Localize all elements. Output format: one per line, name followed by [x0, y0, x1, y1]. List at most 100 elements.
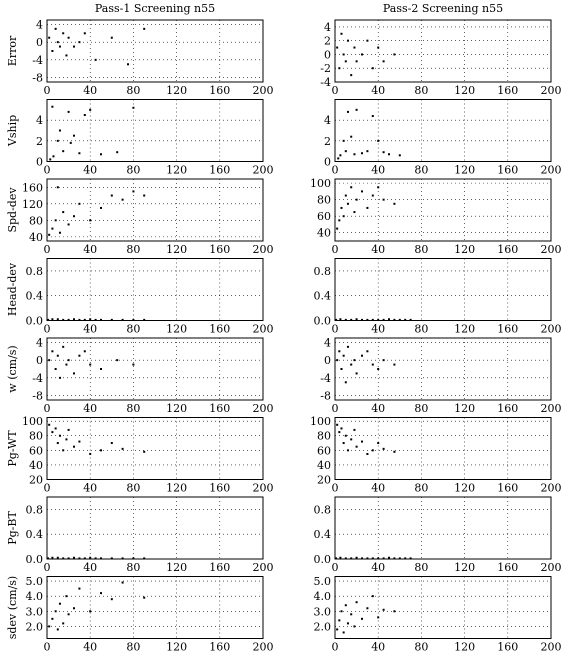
x-tick-label: 80 — [414, 561, 428, 574]
plot-frame — [334, 576, 552, 639]
y-tick-label: 40 — [29, 459, 43, 472]
x-tick-label: 160 — [497, 243, 518, 256]
y-tick-label: 3.0 — [26, 605, 44, 618]
point — [78, 354, 81, 357]
x-tick-label: 80 — [414, 402, 428, 415]
y-tick-label: 0 — [324, 156, 331, 169]
y-tick-label: 60 — [317, 444, 331, 457]
point — [340, 32, 343, 35]
point — [143, 194, 146, 197]
point — [121, 557, 124, 560]
plot-frame — [46, 258, 264, 321]
point — [89, 363, 92, 366]
y-axis-label: Pg-WT — [6, 430, 19, 467]
point — [366, 318, 369, 321]
x-tick-label: 160 — [497, 482, 518, 495]
point — [344, 60, 347, 63]
point — [366, 350, 369, 353]
point — [361, 318, 363, 321]
point — [78, 557, 81, 560]
x-tick-label: 120 — [454, 164, 475, 177]
plot-frame — [334, 496, 552, 560]
x-tick-label: 120 — [454, 243, 475, 256]
point — [73, 45, 75, 48]
x-tick-label: 120 — [454, 84, 475, 97]
x-tick-label: 40 — [83, 641, 97, 654]
x-tick-label: 0 — [332, 561, 339, 574]
y-tick-label: 4 — [36, 114, 43, 127]
point — [388, 318, 390, 321]
x-tick-label: 160 — [209, 243, 230, 256]
y-tick-label: 2.0 — [314, 620, 332, 633]
x-tick-label: 160 — [497, 84, 518, 97]
y-tick-label: 0.0 — [26, 315, 44, 328]
y-tick-label: 60 — [29, 444, 43, 457]
y-tick-label: 100 — [310, 177, 331, 190]
x-tick-label: 40 — [371, 164, 385, 177]
point — [83, 350, 86, 353]
point — [398, 318, 401, 321]
x-tick-label: 80 — [126, 641, 140, 654]
x-tick-label: 160 — [497, 164, 518, 177]
x-tick-label: 160 — [209, 402, 230, 415]
point — [54, 219, 57, 222]
point — [89, 318, 92, 321]
point — [377, 557, 380, 560]
point — [350, 318, 353, 321]
point — [89, 108, 92, 111]
point — [393, 610, 396, 613]
point — [355, 445, 358, 448]
x-tick-label: 160 — [209, 164, 230, 177]
point — [353, 211, 356, 214]
point — [121, 318, 124, 321]
point — [398, 557, 401, 560]
point — [51, 617, 54, 620]
point — [404, 557, 407, 560]
x-tick-label: 80 — [126, 482, 140, 495]
point — [393, 318, 396, 321]
y-tick-label: 0.0 — [314, 553, 332, 566]
point — [339, 556, 342, 559]
point — [48, 423, 51, 426]
point — [54, 368, 57, 370]
y-tick-label: 100 — [22, 415, 43, 428]
point — [344, 318, 347, 321]
point — [62, 345, 65, 348]
x-tick-label: 40 — [83, 402, 97, 415]
x-tick-label: 80 — [126, 323, 140, 336]
point — [393, 363, 396, 366]
y-tick-label: 20 — [317, 474, 331, 487]
plot-frame — [334, 258, 552, 321]
y-tick-label: 0.4 — [26, 290, 44, 303]
point — [344, 194, 347, 197]
point — [353, 153, 356, 156]
y-tick-label: 5.0 — [314, 575, 332, 588]
x-tick-label: 120 — [166, 84, 187, 97]
point — [377, 442, 380, 445]
x-tick-label: 0 — [44, 243, 51, 256]
point — [51, 350, 54, 353]
x-tick-label: 120 — [454, 482, 475, 495]
x-tick-label: 40 — [83, 482, 97, 495]
x-tick-label: 80 — [414, 164, 428, 177]
point — [48, 36, 51, 39]
point — [344, 381, 347, 384]
point — [65, 54, 68, 57]
point — [338, 619, 341, 622]
point — [393, 450, 396, 453]
point — [48, 625, 51, 628]
plot-frame — [46, 576, 264, 639]
point — [65, 363, 68, 366]
point — [56, 556, 59, 559]
x-tick-label: 200 — [253, 482, 274, 495]
x-tick-label: 40 — [371, 243, 385, 256]
x-tick-label: 80 — [126, 243, 140, 256]
point — [371, 194, 374, 197]
point — [371, 318, 374, 321]
point — [78, 41, 81, 44]
point — [393, 557, 396, 560]
y-tick-label: 4 — [324, 114, 331, 127]
point — [382, 359, 385, 362]
point — [336, 628, 339, 631]
point — [346, 449, 349, 452]
